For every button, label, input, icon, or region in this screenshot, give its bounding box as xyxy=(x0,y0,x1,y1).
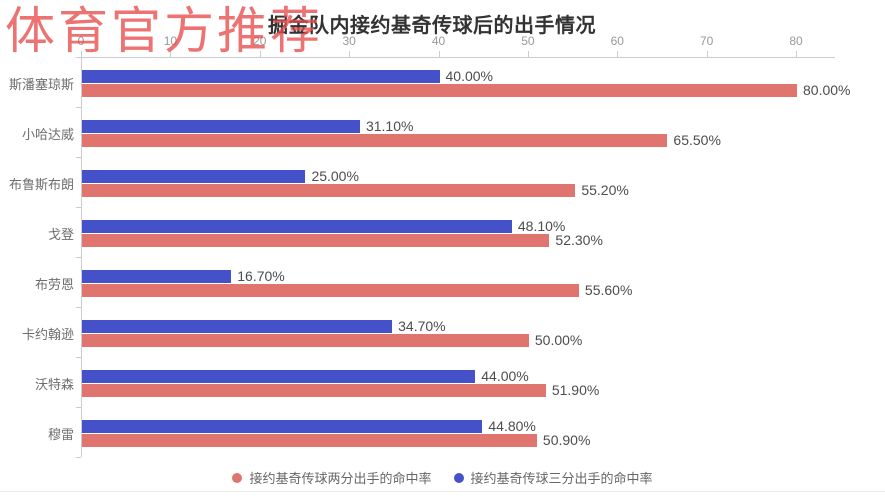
y-axis-line xyxy=(81,57,82,457)
x-axis-tick xyxy=(170,51,172,57)
bar-two-point xyxy=(82,384,546,397)
bar-three-point xyxy=(82,220,512,233)
x-axis-line xyxy=(81,57,835,58)
legend-item-two-point[interactable]: 接约基奇传球两分出手的命中率 xyxy=(232,468,432,487)
bar-value-label: 48.10% xyxy=(517,218,566,234)
x-axis-tick xyxy=(438,51,440,57)
category-label: 小哈达威 xyxy=(21,127,74,142)
bar-value-label: 25.00% xyxy=(311,168,359,184)
x-axis-tick-label: 40 xyxy=(431,34,446,48)
legend-dot-icon xyxy=(453,472,464,483)
category-axis-tick xyxy=(76,207,81,208)
bar-three-point xyxy=(82,420,483,433)
category-axis-tick xyxy=(76,57,81,58)
x-axis-tick-label: 0 xyxy=(77,34,85,48)
bar-value-label: 31.10% xyxy=(365,118,414,134)
bar-value-label: 40.00% xyxy=(445,68,493,84)
category-label: 沃特森 xyxy=(34,377,74,392)
x-axis-tick-label: 80 xyxy=(789,34,803,48)
x-axis-tick xyxy=(527,51,529,57)
category-label: 穆雷 xyxy=(47,427,74,442)
category-axis-tick xyxy=(76,157,81,158)
bar-value-label: 50.00% xyxy=(534,332,583,348)
x-axis-tick xyxy=(349,51,351,57)
bar-value-label: 44.00% xyxy=(481,368,529,384)
category-axis-tick xyxy=(76,357,81,358)
x-axis-tick-label: 30 xyxy=(342,34,356,48)
x-axis-tick xyxy=(259,51,261,57)
category-label: 戈登 xyxy=(47,227,74,242)
category-label: 布劳恩 xyxy=(34,277,74,292)
x-axis-tick xyxy=(81,51,82,57)
category-axis-tick xyxy=(76,407,81,408)
x-axis-tick-label: 70 xyxy=(699,34,714,48)
x-axis-tick xyxy=(796,51,797,57)
bar-two-point xyxy=(82,134,668,147)
x-axis-tick-label: 20 xyxy=(253,34,267,48)
category-axis-tick xyxy=(76,457,81,458)
bar-value-label: 34.70% xyxy=(398,318,446,334)
bar-value-label: 44.80% xyxy=(488,418,536,434)
legend-dot-icon xyxy=(232,472,243,483)
bar-value-label: 80.00% xyxy=(803,82,851,98)
bar-three-point xyxy=(82,270,232,283)
category-axis-tick xyxy=(76,257,81,258)
bar-three-point xyxy=(82,320,393,333)
category-label: 布鲁斯布朗 xyxy=(8,177,74,192)
bar-two-point xyxy=(82,284,579,297)
bar-three-point xyxy=(82,370,476,383)
bar-value-label: 51.90% xyxy=(551,382,600,398)
bar-three-point xyxy=(82,170,306,183)
category-label: 卡约翰逊 xyxy=(21,327,74,342)
bar-value-label: 52.30% xyxy=(555,232,603,248)
chart-title: 掘金队内接约基奇传球后的出手情况 xyxy=(268,15,596,37)
x-axis-tick-label: 60 xyxy=(610,34,624,48)
bar-value-label: 65.50% xyxy=(673,132,721,148)
bar-value-label: 55.20% xyxy=(581,182,629,198)
category-axis-tick xyxy=(76,307,81,308)
x-axis-tick xyxy=(706,51,708,57)
bar-value-label: 55.60% xyxy=(584,282,633,298)
bar-two-point xyxy=(82,234,550,247)
legend-item-three-point[interactable]: 接约基奇传球三分出手的命中率 xyxy=(453,468,653,487)
bar-three-point xyxy=(82,120,360,133)
legend: 接约基奇传球两分出手的命中率 接约基奇传球三分出手的命中率 xyxy=(0,468,885,487)
bar-two-point xyxy=(82,184,576,197)
legend-label: 接约基奇传球两分出手的命中率 xyxy=(249,471,432,486)
legend-label: 接约基奇传球三分出手的命中率 xyxy=(470,471,653,486)
bar-two-point xyxy=(82,84,797,97)
category-label: 斯潘塞琼斯 xyxy=(8,77,74,92)
bar-value-label: 16.70% xyxy=(237,268,285,284)
bar-two-point xyxy=(82,334,529,347)
x-axis-tick-label: 10 xyxy=(163,34,178,48)
bar-three-point xyxy=(82,70,440,83)
bottom-divider xyxy=(0,491,885,492)
bar-two-point xyxy=(82,434,537,447)
bar-value-label: 50.90% xyxy=(542,432,591,448)
x-axis-tick-label: 50 xyxy=(521,34,535,48)
category-axis-tick xyxy=(76,107,81,108)
x-axis-tick xyxy=(617,51,619,57)
